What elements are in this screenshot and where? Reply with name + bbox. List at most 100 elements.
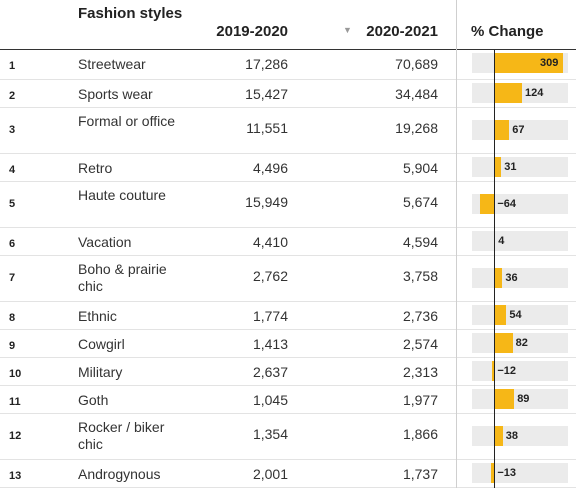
row-rank: 11	[9, 396, 21, 408]
column-header-2020-2021[interactable]: 2020-2021	[366, 23, 438, 40]
change-bar	[494, 268, 503, 288]
change-bar-track: 36	[472, 268, 568, 288]
row-value-2020-2021: 5,674	[402, 194, 438, 210]
change-label: −12	[497, 365, 516, 377]
row-style-name: Boho & prairie chic	[78, 261, 167, 294]
row-rank: 3	[9, 124, 16, 136]
table-row: 3 Formal or office 11,551 19,268 67	[0, 108, 576, 154]
change-bar-track: −13	[472, 463, 568, 483]
row-rank: 7	[9, 272, 16, 284]
row-rank: 4	[9, 164, 16, 176]
change-bar-track: 38	[472, 426, 568, 446]
change-bar	[494, 389, 515, 409]
column-divider	[456, 0, 457, 488]
change-label: 38	[505, 430, 519, 442]
sort-down-icon[interactable]: ▼	[343, 25, 352, 35]
change-label: 309	[540, 57, 559, 69]
table-row: 2 Sports wear 15,427 34,484 124	[0, 80, 576, 108]
change-bar	[491, 463, 495, 483]
row-value-2020-2021: 2,736	[402, 308, 438, 324]
row-style-name: Military	[78, 364, 123, 380]
row-style-name: Retro	[78, 160, 113, 176]
table-row: 9 Cowgirl 1,413 2,574 82	[0, 330, 576, 358]
table-row: 8 Ethnic 1,774 2,736 54	[0, 302, 576, 330]
change-bar-track: 54	[472, 305, 568, 325]
row-value-2019-2020: 4,410	[252, 234, 288, 250]
row-value-2020-2021: 5,904	[402, 160, 438, 176]
row-style-name: Streetwear	[78, 56, 146, 72]
table-row: 13 Androgynous 2,001 1,737 −13	[0, 460, 576, 488]
change-bar	[494, 83, 522, 103]
row-style-name: Formal or office	[78, 113, 175, 129]
change-bar-track: 309	[472, 53, 568, 73]
change-bar-track: 89	[472, 389, 568, 409]
change-label: 31	[504, 161, 517, 173]
change-bar	[494, 53, 564, 73]
data-table: 1 Streetwear 17,286 70,689 309 2 Sports wear 15…	[0, 50, 576, 488]
change-bar-track: 82	[472, 333, 568, 353]
row-value-2019-2020: 4,496	[252, 160, 288, 176]
row-rank: 9	[9, 340, 16, 352]
change-bar	[494, 426, 503, 446]
table-row: 4 Retro 4,496 5,904 31	[0, 154, 576, 182]
table-row: 11 Goth 1,045 1,977 89	[0, 386, 576, 414]
row-style-name: Androgynous	[78, 466, 161, 482]
change-label: 4	[498, 235, 505, 247]
column-header-style[interactable]: Fashion styles	[78, 5, 183, 22]
row-value-2019-2020: 15,427	[245, 86, 288, 102]
table-row: 12 Rocker / biker chic 1,354 1,866 38	[0, 414, 576, 460]
row-value-2019-2020: 1,774	[252, 308, 288, 324]
row-style-name: Rocker / biker chic	[78, 419, 165, 452]
table-row: 10 Military 2,637 2,313 −12	[0, 358, 576, 386]
change-bar	[494, 333, 513, 353]
row-rank: 2	[9, 90, 16, 102]
change-bar-track: 124	[472, 83, 568, 103]
change-label: 54	[509, 309, 522, 321]
row-style-name: Sports wear	[78, 86, 153, 102]
row-value-2020-2021: 70,689	[395, 56, 438, 72]
change-bar	[494, 305, 507, 325]
change-bar-track: −12	[472, 361, 568, 381]
change-bar	[480, 194, 495, 214]
row-value-2020-2021: 3,758	[402, 268, 438, 284]
row-value-2020-2021: 19,268	[395, 120, 438, 136]
row-value-2019-2020: 2,637	[252, 364, 288, 380]
row-value-2019-2020: 2,762	[252, 268, 288, 284]
change-label: −13	[497, 467, 516, 479]
row-value-2019-2020: 11,551	[246, 120, 288, 136]
row-value-2019-2020: 15,949	[245, 194, 288, 210]
row-value-2019-2020: 1,354	[252, 426, 288, 442]
row-value-2020-2021: 4,594	[402, 234, 438, 250]
column-header-2019-2020[interactable]: 2019-2020	[216, 23, 288, 40]
row-rank: 10	[9, 368, 22, 380]
row-value-2020-2021: 2,313	[402, 364, 438, 380]
row-style-name: Goth	[78, 392, 109, 408]
row-rank: 13	[9, 470, 22, 482]
row-rank: 12	[9, 430, 22, 442]
change-label: 82	[515, 337, 528, 349]
row-value-2020-2021: 34,484	[395, 86, 438, 102]
change-bar-track: 67	[472, 120, 568, 140]
column-header-change[interactable]: % Change	[471, 23, 544, 40]
change-bar	[494, 157, 502, 177]
row-style-name: Ethnic	[78, 308, 117, 324]
change-bar	[491, 361, 495, 381]
row-rank: 5	[9, 198, 16, 210]
table-row: 5 Haute couture 15,949 5,674 −64	[0, 182, 576, 228]
change-label: 67	[512, 124, 525, 136]
change-label: 36	[505, 272, 518, 284]
row-style-name: Vacation	[78, 234, 132, 250]
change-bar-track: −64	[472, 194, 568, 214]
change-label: 124	[525, 87, 544, 99]
row-style-name: Cowgirl	[78, 336, 125, 352]
row-value-2019-2020: 1,413	[252, 336, 288, 352]
table-row: 7 Boho & prairie chic 2,762 3,758 36	[0, 256, 576, 302]
row-value-2020-2021: 1,977	[402, 392, 438, 408]
row-rank: 8	[9, 312, 16, 324]
row-style-name: Haute couture	[78, 187, 166, 203]
row-value-2019-2020: 17,286	[245, 56, 288, 72]
row-value-2020-2021: 2,574	[402, 336, 438, 352]
table-row: 1 Streetwear 17,286 70,689 309	[0, 50, 576, 80]
change-bar-track: 4	[472, 231, 568, 251]
zero-line	[494, 50, 496, 488]
